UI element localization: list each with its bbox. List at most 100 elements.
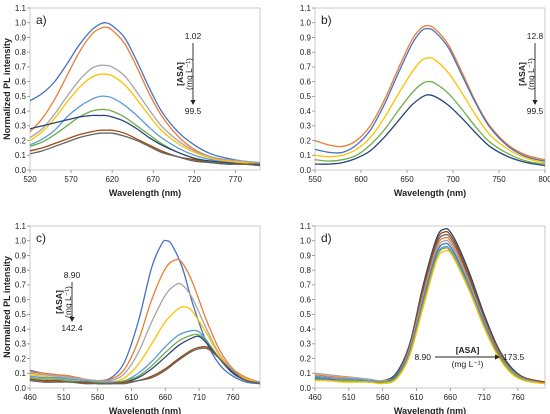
concentration-annotation: 12.8 99.5 [ASA](mg L⁻¹) (517, 31, 544, 116)
y-tick-label: 0.7 (15, 281, 27, 290)
x-tick-label: 760 (511, 393, 525, 402)
y-tick-label: 0.9 (15, 33, 27, 42)
y-tick-label: 0.7 (300, 281, 312, 290)
y-tick-label: 0.3 (300, 122, 312, 131)
annotation-end-value: 99.5 (185, 106, 202, 116)
y-tick-label: 1.0 (300, 19, 312, 28)
x-tick-label: 510 (342, 393, 356, 402)
y-tick-label: 0.2 (15, 354, 27, 363)
y-tick-label: 0.1 (15, 151, 27, 160)
annotation-arrow-head (532, 100, 538, 105)
series-line-9 (315, 249, 545, 385)
x-tick-label: 650 (400, 175, 414, 184)
series-group (315, 227, 545, 385)
x-tick-label: 610 (125, 393, 139, 402)
panel-b: 0.0 0.1 0.2 0.3 0.4 0.5 0.6 0.7 0.8 0.9 1.0 1.1 550 6… (300, 4, 550, 198)
y-tick-label: 0.1 (300, 151, 312, 160)
y-tick-label: 0.2 (15, 136, 27, 145)
x-tick-label: 610 (410, 393, 424, 402)
y-tick-label: 0.9 (300, 33, 312, 42)
y-tick-label: 1.0 (300, 237, 312, 246)
x-tick-label: 600 (354, 175, 368, 184)
y-tick-label: 0.8 (15, 266, 27, 275)
y-tick-label: 0.5 (300, 310, 312, 319)
y-tick-label: 0.0 (300, 166, 312, 175)
x-tick-label: 800 (538, 175, 550, 184)
y-tick-label: 1.1 (15, 222, 27, 231)
x-axis-label: Wavelength (nm) (109, 406, 181, 414)
series-line-5 (30, 95, 260, 165)
y-tick-label: 0.3 (15, 122, 27, 131)
x-tick-label: 760 (226, 393, 240, 402)
series-line-4 (315, 80, 545, 165)
y-tick-label: 0.3 (300, 340, 312, 349)
x-axis-label: Wavelength (nm) (394, 406, 466, 414)
annotation-start-value: 8.90 (64, 270, 81, 280)
y-tick-label: 0.4 (300, 325, 312, 334)
x-tick-label: 710 (192, 393, 206, 402)
y-tick-label: 0.6 (15, 77, 27, 86)
x-tick-label: 460 (308, 393, 322, 402)
y-tick-label: 0.5 (15, 92, 27, 101)
y-tick-label: 1.1 (300, 222, 312, 231)
y-tick-label: 0.1 (15, 369, 27, 378)
x-tick-label: 520 (23, 175, 37, 184)
x-tick-label: 770 (229, 175, 243, 184)
series-group (315, 25, 545, 167)
series-line-3 (30, 282, 260, 383)
x-tick-label: 660 (444, 393, 458, 402)
y-tick-label: 0.8 (300, 266, 312, 275)
y-tick-label: 0.5 (15, 310, 27, 319)
series-line-9 (30, 132, 260, 167)
y-tick-label: 0.2 (300, 354, 312, 363)
annotation-arrow-head (495, 354, 500, 360)
y-tick-label: 0.1 (300, 369, 312, 378)
y-tick-label: 0.2 (300, 136, 312, 145)
series-line-7 (30, 114, 260, 165)
x-tick-label: 700 (446, 175, 460, 184)
x-tick-label: 560 (376, 393, 390, 402)
annotation-arrow-head (69, 317, 75, 322)
annotation-label: [ASA](mg L⁻¹) (175, 58, 194, 90)
panel-label: d) (321, 231, 332, 245)
y-tick-label: 0.3 (15, 340, 27, 349)
y-tick-label: 0.4 (15, 325, 27, 334)
concentration-annotation: 8.90 142.4 [ASA](mg L⁻¹) (54, 270, 83, 333)
series-group (30, 239, 260, 385)
series-line-1 (30, 22, 260, 164)
series-line-6 (30, 108, 260, 165)
panel-a: 0.0 0.1 0.2 0.3 0.4 0.5 0.6 0.7 0.8 0.9 1.0 1.1 520 5… (2, 4, 261, 198)
y-tick-label: 0.5 (300, 92, 312, 101)
series-line-3 (315, 57, 545, 164)
x-tick-label: 620 (105, 175, 119, 184)
x-axis-label: Wavelength (nm) (109, 188, 181, 198)
y-tick-label: 0.0 (300, 384, 312, 393)
plot-frame (314, 7, 546, 171)
series-line-1 (315, 25, 545, 161)
concentration-annotation: 1.02 99.5 [ASA](mg L⁻¹) (175, 31, 202, 116)
y-tick-label: 0.9 (300, 251, 312, 260)
annotation-label-unit: (mg L⁻¹) (452, 359, 484, 369)
series-line-9 (30, 347, 260, 385)
y-tick-label: 0.7 (300, 63, 312, 72)
annotation-arrow-head (190, 100, 196, 105)
series-line-2 (30, 258, 260, 383)
x-axis-label: Wavelength (nm) (394, 188, 466, 198)
annotation-start-value: 1.02 (185, 31, 202, 41)
annotation-start-value: 12.8 (527, 31, 544, 41)
annotation-label: [ASA](mg L⁻¹) (54, 286, 73, 318)
plot-frame (314, 225, 546, 389)
annotation-start-value: 8.90 (414, 352, 431, 362)
series-line-3 (30, 64, 260, 164)
y-tick-label: 0.6 (300, 295, 312, 304)
plot-frame (29, 225, 261, 389)
x-tick-label: 550 (308, 175, 322, 184)
x-tick-label: 510 (57, 393, 71, 402)
y-tick-label: 0.4 (300, 107, 312, 116)
panel-d: 0.0 0.1 0.2 0.3 0.4 0.5 0.6 0.7 0.8 0.9 1.0 1.1 460 5… (300, 222, 546, 414)
panel-label: c) (36, 231, 46, 245)
plot-frame (29, 7, 261, 171)
annotation-label: [ASA] (456, 345, 480, 355)
panel-label: b) (321, 13, 332, 27)
annotation-label: [ASA](mg L⁻¹) (517, 58, 536, 90)
